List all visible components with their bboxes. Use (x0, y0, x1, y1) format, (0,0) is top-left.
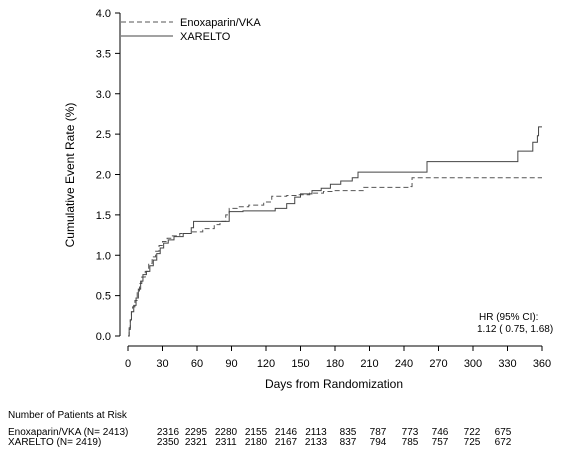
hr-annotation: HR (95% CI): 1.12 ( 0.75, 1.68) (477, 312, 553, 335)
risk-cell: 2113 (305, 427, 327, 438)
x-axis-ticks: 0 30 60 90 120 150 180 210 240 270 300 330 360 (125, 346, 551, 370)
y-tick-label: 2.0 (96, 170, 111, 182)
hr-annotation-line2: 1.12 ( 0.75, 1.68) (477, 324, 553, 335)
x-tick-label: 120 (257, 358, 275, 370)
risk-cell: 2133 (304, 437, 328, 448)
risk-table-title: Number of Patients at Risk (8, 410, 127, 421)
legend-label-enoxaparin: Enoxaparin/VKA (180, 17, 261, 29)
y-tick-label: 2.5 (96, 129, 111, 141)
y-axis-ticks: 0.0 0.5 1.0 1.5 2.0 2.5 3.0 3.5 4.0 (96, 8, 120, 343)
x-tick-label: 60 (191, 358, 203, 370)
y-tick-label: 0.0 (96, 331, 111, 343)
x-tick-label: 360 (533, 358, 551, 370)
risk-row-label-xarelto: XARELTO (N= 2419) (8, 437, 102, 448)
x-tick-label: 30 (156, 358, 168, 370)
risk-cell: 2146 (274, 427, 298, 438)
risk-cell: 675 (494, 427, 512, 438)
risk-cell: 2280 (214, 427, 238, 438)
risk-cell: 837 (339, 437, 357, 448)
risk-cell: 2295 (184, 427, 208, 438)
risk-cell: 785 (401, 437, 419, 448)
series-line-xarelto (128, 126, 542, 337)
risk-cell: 2155 (244, 427, 268, 438)
y-tick-label: 3.0 (96, 89, 111, 101)
risk-cell: 2316 (156, 427, 180, 438)
risk-cell: 757 (431, 437, 449, 448)
x-tick-label: 210 (360, 358, 378, 370)
x-axis-title: Days from Randomization (265, 377, 403, 391)
risk-cell: 2321 (184, 437, 208, 448)
y-tick-label: 3.5 (96, 48, 111, 60)
risk-cell: 2350 (156, 437, 180, 448)
risk-cell: 794 (369, 437, 387, 448)
risk-cell: 746 (431, 427, 449, 438)
x-tick-label: 300 (464, 358, 482, 370)
risk-cell: 2167 (274, 437, 298, 448)
risk-cell: 2180 (244, 437, 268, 448)
legend-label-xarelto: XARELTO (180, 31, 231, 43)
y-tick-label: 0.5 (96, 291, 111, 303)
risk-cell: 835 (339, 427, 357, 438)
risk-row-label-enoxaparin: Enoxaparin/VKA (N= 2413) (8, 427, 129, 438)
y-axis-title: Cumulative Event Rate (%) (63, 103, 77, 248)
x-tick-label: 150 (291, 358, 309, 370)
y-tick-label: 4.0 (96, 8, 111, 20)
x-tick-label: 90 (225, 358, 237, 370)
legend: Enoxaparin/VKA XARELTO (121, 17, 261, 43)
y-tick-label: 1.0 (96, 250, 111, 262)
series-layer (128, 126, 542, 337)
risk-cell: 672 (494, 437, 512, 448)
series-line-enoxaparin (128, 177, 542, 337)
plot-area: 0.0 0.5 1.0 1.5 2.0 2.5 3.0 3.5 4.0 0 30 60 90 120 15… (96, 8, 551, 370)
x-tick-label: 270 (429, 358, 447, 370)
x-tick-label: 330 (498, 358, 516, 370)
risk-cell: 773 (401, 427, 419, 438)
risk-cell: 725 (463, 437, 481, 448)
x-tick-label: 240 (395, 358, 413, 370)
risk-cell: 2311 (215, 437, 237, 448)
risk-cell: 722 (463, 427, 481, 438)
x-tick-label: 0 (125, 358, 131, 370)
risk-cell: 787 (369, 427, 387, 438)
x-tick-label: 180 (326, 358, 344, 370)
hr-annotation-line1: HR (95% CI): (479, 312, 538, 323)
y-tick-label: 1.5 (96, 210, 111, 222)
